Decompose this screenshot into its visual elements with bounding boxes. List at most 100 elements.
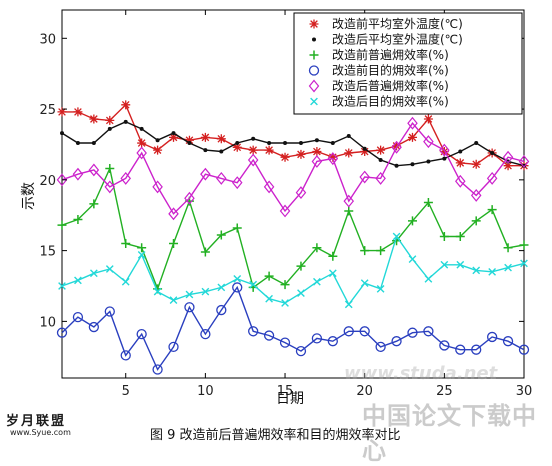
series-4 — [56, 282, 530, 375]
data-point — [73, 214, 83, 224]
y-axis-title: 示数 — [21, 182, 37, 210]
data-point — [231, 176, 243, 190]
legend-marker — [309, 19, 319, 29]
data-point — [503, 161, 513, 171]
data-point — [455, 231, 465, 241]
legend-item: 改造前平均室外温度(℃) — [309, 16, 463, 31]
data-point — [217, 283, 226, 292]
data-point — [121, 239, 131, 249]
data-point — [455, 158, 465, 168]
data-point — [439, 143, 450, 157]
data-point — [376, 145, 386, 155]
watermark-site: www.Syue.com — [10, 428, 71, 437]
series-layer — [56, 100, 530, 375]
data-point — [394, 163, 399, 168]
data-point — [104, 180, 116, 194]
data-point — [423, 114, 433, 124]
data-point — [327, 336, 338, 347]
x-tick-label: 15 — [277, 384, 294, 399]
y-tick-label: 10 — [39, 315, 56, 330]
data-point — [344, 300, 353, 309]
legend-item: 改造后平均室外温度(℃) — [312, 32, 463, 47]
data-point — [280, 152, 290, 162]
data-point — [200, 132, 210, 142]
data-point — [359, 170, 370, 184]
data-point — [375, 171, 386, 185]
data-point — [232, 142, 242, 152]
data-point — [502, 336, 514, 347]
x-tick-label: 25 — [436, 384, 453, 399]
legend-label: 改造后目的㶲效率(%) — [332, 94, 449, 109]
legend-marker — [312, 37, 316, 42]
data-point — [471, 344, 482, 355]
data-point — [72, 167, 84, 181]
data-point — [74, 276, 82, 285]
data-point — [88, 163, 100, 177]
data-point — [486, 331, 498, 343]
data-point — [471, 159, 481, 169]
data-point — [279, 204, 291, 218]
data-point — [155, 138, 160, 143]
data-point — [233, 275, 242, 283]
data-point — [58, 282, 66, 290]
data-point — [328, 251, 338, 261]
data-point — [249, 280, 258, 289]
data-point — [312, 147, 322, 157]
y-tick-label: 20 — [39, 174, 56, 189]
data-point — [502, 150, 514, 164]
data-point — [471, 216, 481, 226]
data-point — [279, 337, 291, 348]
data-point — [152, 364, 163, 375]
data-point — [248, 145, 258, 155]
legend-label: 改造后平均室外温度(℃) — [332, 32, 463, 47]
data-point — [216, 304, 227, 316]
x-tick-label: 5 — [122, 384, 130, 399]
data-point — [201, 287, 210, 296]
legend-box — [293, 12, 523, 115]
series-line — [61, 121, 525, 167]
x-axis-title: 日期 — [276, 391, 304, 407]
data-point — [216, 230, 226, 240]
data-point — [136, 146, 147, 160]
data-point — [346, 133, 351, 138]
data-point — [104, 306, 115, 317]
data-point — [423, 135, 434, 149]
legend-marker — [310, 97, 318, 106]
data-point — [56, 327, 68, 338]
data-point — [105, 265, 114, 273]
data-point — [263, 180, 275, 194]
data-point — [378, 158, 383, 163]
series-2 — [60, 119, 526, 168]
legend-item: 改造后目的㶲效率(%) — [310, 94, 449, 109]
data-point — [518, 154, 530, 168]
data-point — [123, 119, 128, 124]
data-point — [328, 152, 338, 162]
data-point — [455, 344, 466, 355]
data-point — [265, 294, 273, 303]
data-point — [139, 126, 144, 131]
data-point — [490, 150, 495, 155]
data-point — [187, 141, 192, 146]
data-point — [506, 159, 511, 164]
data-point — [442, 156, 447, 161]
data-point — [343, 326, 354, 337]
data-point — [184, 191, 195, 205]
data-point — [407, 116, 418, 130]
legend-label: 改造后普遍㶲效率(%) — [332, 78, 449, 93]
data-point — [153, 145, 163, 155]
data-point — [136, 328, 147, 340]
data-point — [171, 131, 176, 136]
data-point — [439, 231, 449, 241]
data-point — [344, 148, 354, 158]
data-point — [458, 149, 463, 154]
data-point — [75, 141, 80, 146]
data-point — [88, 321, 100, 333]
data-point — [375, 341, 386, 353]
x-tick-label: 20 — [356, 384, 373, 399]
data-point — [359, 326, 370, 337]
data-point — [314, 138, 319, 143]
data-point — [105, 164, 115, 174]
legend-item: 改造前普遍㶲效率(%) — [309, 47, 449, 62]
series-3 — [57, 164, 529, 294]
data-point — [281, 299, 289, 307]
